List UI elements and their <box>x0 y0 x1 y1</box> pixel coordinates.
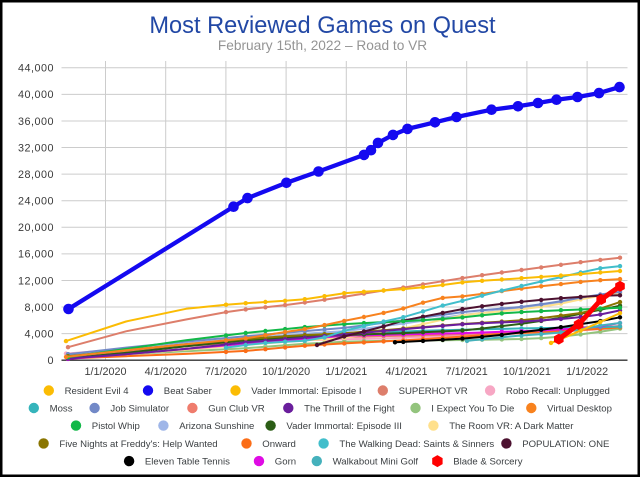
svg-text:Vader Immortal: Episode III: Vader Immortal: Episode III <box>286 421 402 432</box>
svg-text:44,000: 44,000 <box>18 63 54 75</box>
svg-text:Most Reviewed Games on Quest: Most Reviewed Games on Quest <box>149 13 496 39</box>
svg-text:Robo Recall: Unplugged: Robo Recall: Unplugged <box>506 386 610 397</box>
svg-text:Gun Club VR: Gun Club VR <box>208 403 265 414</box>
svg-text:Moss: Moss <box>50 403 73 414</box>
svg-text:Five Nights at Freddy's: Help: Five Nights at Freddy's: Help Wanted <box>59 439 217 450</box>
svg-text:24,000: 24,000 <box>18 196 54 208</box>
svg-text:10/1/2020: 10/1/2020 <box>262 366 310 378</box>
svg-text:7/1/2021: 7/1/2021 <box>446 366 488 378</box>
svg-text:0: 0 <box>47 355 54 367</box>
svg-text:Beat Saber: Beat Saber <box>164 386 213 397</box>
svg-text:Pistol Whip: Pistol Whip <box>92 421 140 432</box>
svg-text:Blade & Sorcery: Blade & Sorcery <box>453 457 523 468</box>
svg-text:Onward: Onward <box>262 439 296 450</box>
svg-text:10/1/2021: 10/1/2021 <box>503 366 551 378</box>
svg-text:4,000: 4,000 <box>24 328 54 340</box>
svg-text:Resident Evil 4: Resident Evil 4 <box>65 386 130 397</box>
svg-text:Virtual Desktop: Virtual Desktop <box>547 403 612 414</box>
svg-text:Vader Immortal: Episode I: Vader Immortal: Episode I <box>251 386 361 397</box>
svg-text:1/1/2022: 1/1/2022 <box>566 366 608 378</box>
svg-text:40,000: 40,000 <box>18 89 54 101</box>
svg-text:16,000: 16,000 <box>18 249 54 261</box>
svg-text:4/1/2021: 4/1/2021 <box>385 366 427 378</box>
svg-text:1/1/2021: 1/1/2021 <box>325 366 367 378</box>
svg-text:Walkabout Mini Golf: Walkabout Mini Golf <box>333 457 419 468</box>
svg-text:4/1/2020: 4/1/2020 <box>145 366 187 378</box>
svg-text:7/1/2020: 7/1/2020 <box>205 366 247 378</box>
svg-text:SUPERHOT VR: SUPERHOT VR <box>399 386 468 397</box>
svg-text:Job Simulator: Job Simulator <box>110 403 169 414</box>
svg-text:Eleven Table Tennis: Eleven Table Tennis <box>145 457 230 468</box>
svg-text:36,000: 36,000 <box>18 116 54 128</box>
svg-text:28,000: 28,000 <box>18 169 54 181</box>
svg-text:32,000: 32,000 <box>18 142 54 154</box>
svg-text:The Walking Dead: Saints & Sin: The Walking Dead: Saints & Sinners <box>339 439 494 450</box>
svg-text:8,000: 8,000 <box>24 302 54 314</box>
svg-text:February 15th, 2022 – Road to: February 15th, 2022 – Road to VR <box>218 38 427 53</box>
svg-text:I Expect You To Die: I Expect You To Die <box>431 403 514 414</box>
svg-text:The Thrill of the Fight: The Thrill of the Fight <box>304 403 395 414</box>
svg-text:Gorn: Gorn <box>275 457 296 468</box>
svg-text:POPULATION: ONE: POPULATION: ONE <box>522 439 609 450</box>
svg-text:20,000: 20,000 <box>18 222 54 234</box>
svg-text:12,000: 12,000 <box>18 275 54 287</box>
svg-text:The Room VR: A Dark Matter: The Room VR: A Dark Matter <box>449 421 574 432</box>
svg-text:Arizona Sunshine: Arizona Sunshine <box>179 421 254 432</box>
svg-text:1/1/2020: 1/1/2020 <box>84 366 126 378</box>
